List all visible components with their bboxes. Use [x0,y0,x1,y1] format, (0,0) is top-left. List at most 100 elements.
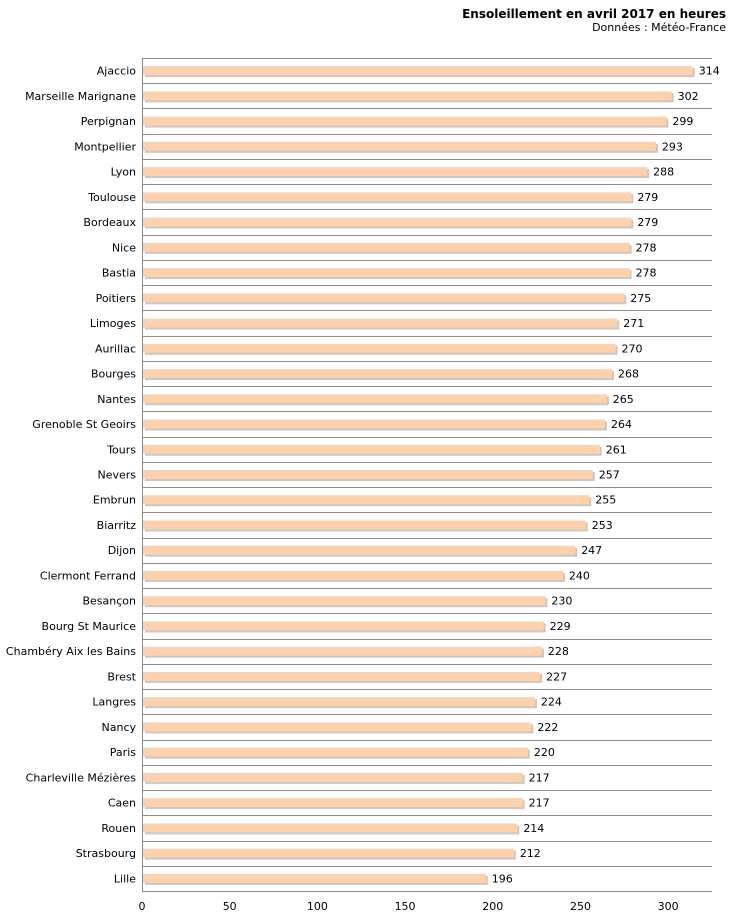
category-label: Langres [92,696,136,709]
category-label: Nancy [102,721,137,734]
value-label: 279 [637,191,658,204]
bar [143,293,625,303]
category-label: Bourg St Maurice [42,620,137,633]
value-label: 279 [637,216,658,229]
bar [143,217,632,227]
bar [143,671,541,681]
value-label: 227 [546,670,567,683]
category-label: Perpignan [81,115,136,128]
bar [143,646,542,656]
bar [143,823,518,833]
category-label: Paris [110,746,136,759]
x-tick-label: 100 [307,900,328,913]
value-label: 230 [551,595,572,608]
value-label: 275 [630,292,651,305]
bar [143,167,648,177]
value-label: 278 [636,267,657,280]
bar [143,343,616,353]
category-label: Besançon [82,595,136,608]
value-label: 247 [581,544,602,557]
category-label: Grenoble St Geoirs [32,418,136,431]
category-label: Bordeaux [83,216,136,229]
bar [143,570,563,580]
bar [143,772,523,782]
bar [143,747,528,757]
bar [143,873,486,883]
value-label: 314 [699,65,720,78]
x-tick-label: 150 [395,900,416,913]
bar [143,697,535,707]
value-label: 261 [606,443,627,456]
category-label: Montpellier [74,140,136,153]
bar [143,444,600,454]
category-label: Embrun [93,494,136,507]
bar [143,91,672,101]
category-label: Ajaccio [97,65,136,78]
x-tick-label: 300 [658,900,679,913]
x-tick-label: 50 [223,900,237,913]
category-label: Chambéry Aix les Bains [6,645,136,658]
value-label: 255 [595,494,616,507]
value-label: 288 [653,166,674,179]
value-label: 264 [611,418,632,431]
bar [143,66,693,76]
bar [143,722,532,732]
value-label: 270 [622,342,643,355]
value-label: 217 [529,797,550,810]
value-label: 271 [623,317,644,330]
value-label: 293 [662,140,683,153]
value-label: 257 [599,469,620,482]
bar [143,798,523,808]
category-label: Nice [112,241,136,254]
bar [143,242,630,252]
x-tick-label: 250 [570,900,591,913]
value-label: 278 [636,241,657,254]
category-label: Bourges [91,368,136,381]
bar [143,848,514,858]
value-label: 196 [492,872,513,885]
chart-subtitle: Données : Météo-France [592,21,726,34]
category-label: Strasbourg [76,847,136,860]
value-label: 220 [534,746,555,759]
x-tick-label: 200 [482,900,503,913]
category-label: Charleville Mézières [26,771,137,784]
bar [143,116,667,126]
bar [143,419,606,429]
bar [143,596,546,606]
category-label: Nantes [97,393,136,406]
value-label: 268 [618,368,639,381]
value-label: 265 [613,393,634,406]
category-label: Limoges [90,317,136,330]
category-label: Biarritz [97,519,137,532]
category-label: Poitiers [96,292,137,305]
bar [143,141,656,151]
category-label: Lyon [111,166,136,179]
category-label: Bastia [102,267,136,280]
category-label: Nevers [97,469,136,482]
category-label: Brest [107,670,136,683]
value-label: 299 [672,115,693,128]
category-label: Dijon [108,544,136,557]
bar [143,520,586,530]
bar [143,268,630,278]
value-label: 212 [520,847,541,860]
bar [143,470,593,479]
value-label: 224 [541,696,562,709]
value-label: 253 [592,519,613,532]
value-label: 302 [678,90,699,103]
value-label: 222 [537,721,558,734]
chart-title: Ensoleillement en avril 2017 en heures [462,7,726,21]
category-label: Marseille Marignane [25,90,136,103]
value-label: 217 [529,771,550,784]
bar [143,369,613,379]
bar [143,192,632,202]
category-label: Toulouse [87,191,136,204]
x-tick-label: 0 [139,900,146,913]
bar [143,545,576,555]
value-label: 240 [569,569,590,582]
bar [143,621,544,631]
value-label: 229 [550,620,571,633]
category-label: Caen [108,797,136,810]
category-label: Clermont Ferrand [40,569,136,582]
